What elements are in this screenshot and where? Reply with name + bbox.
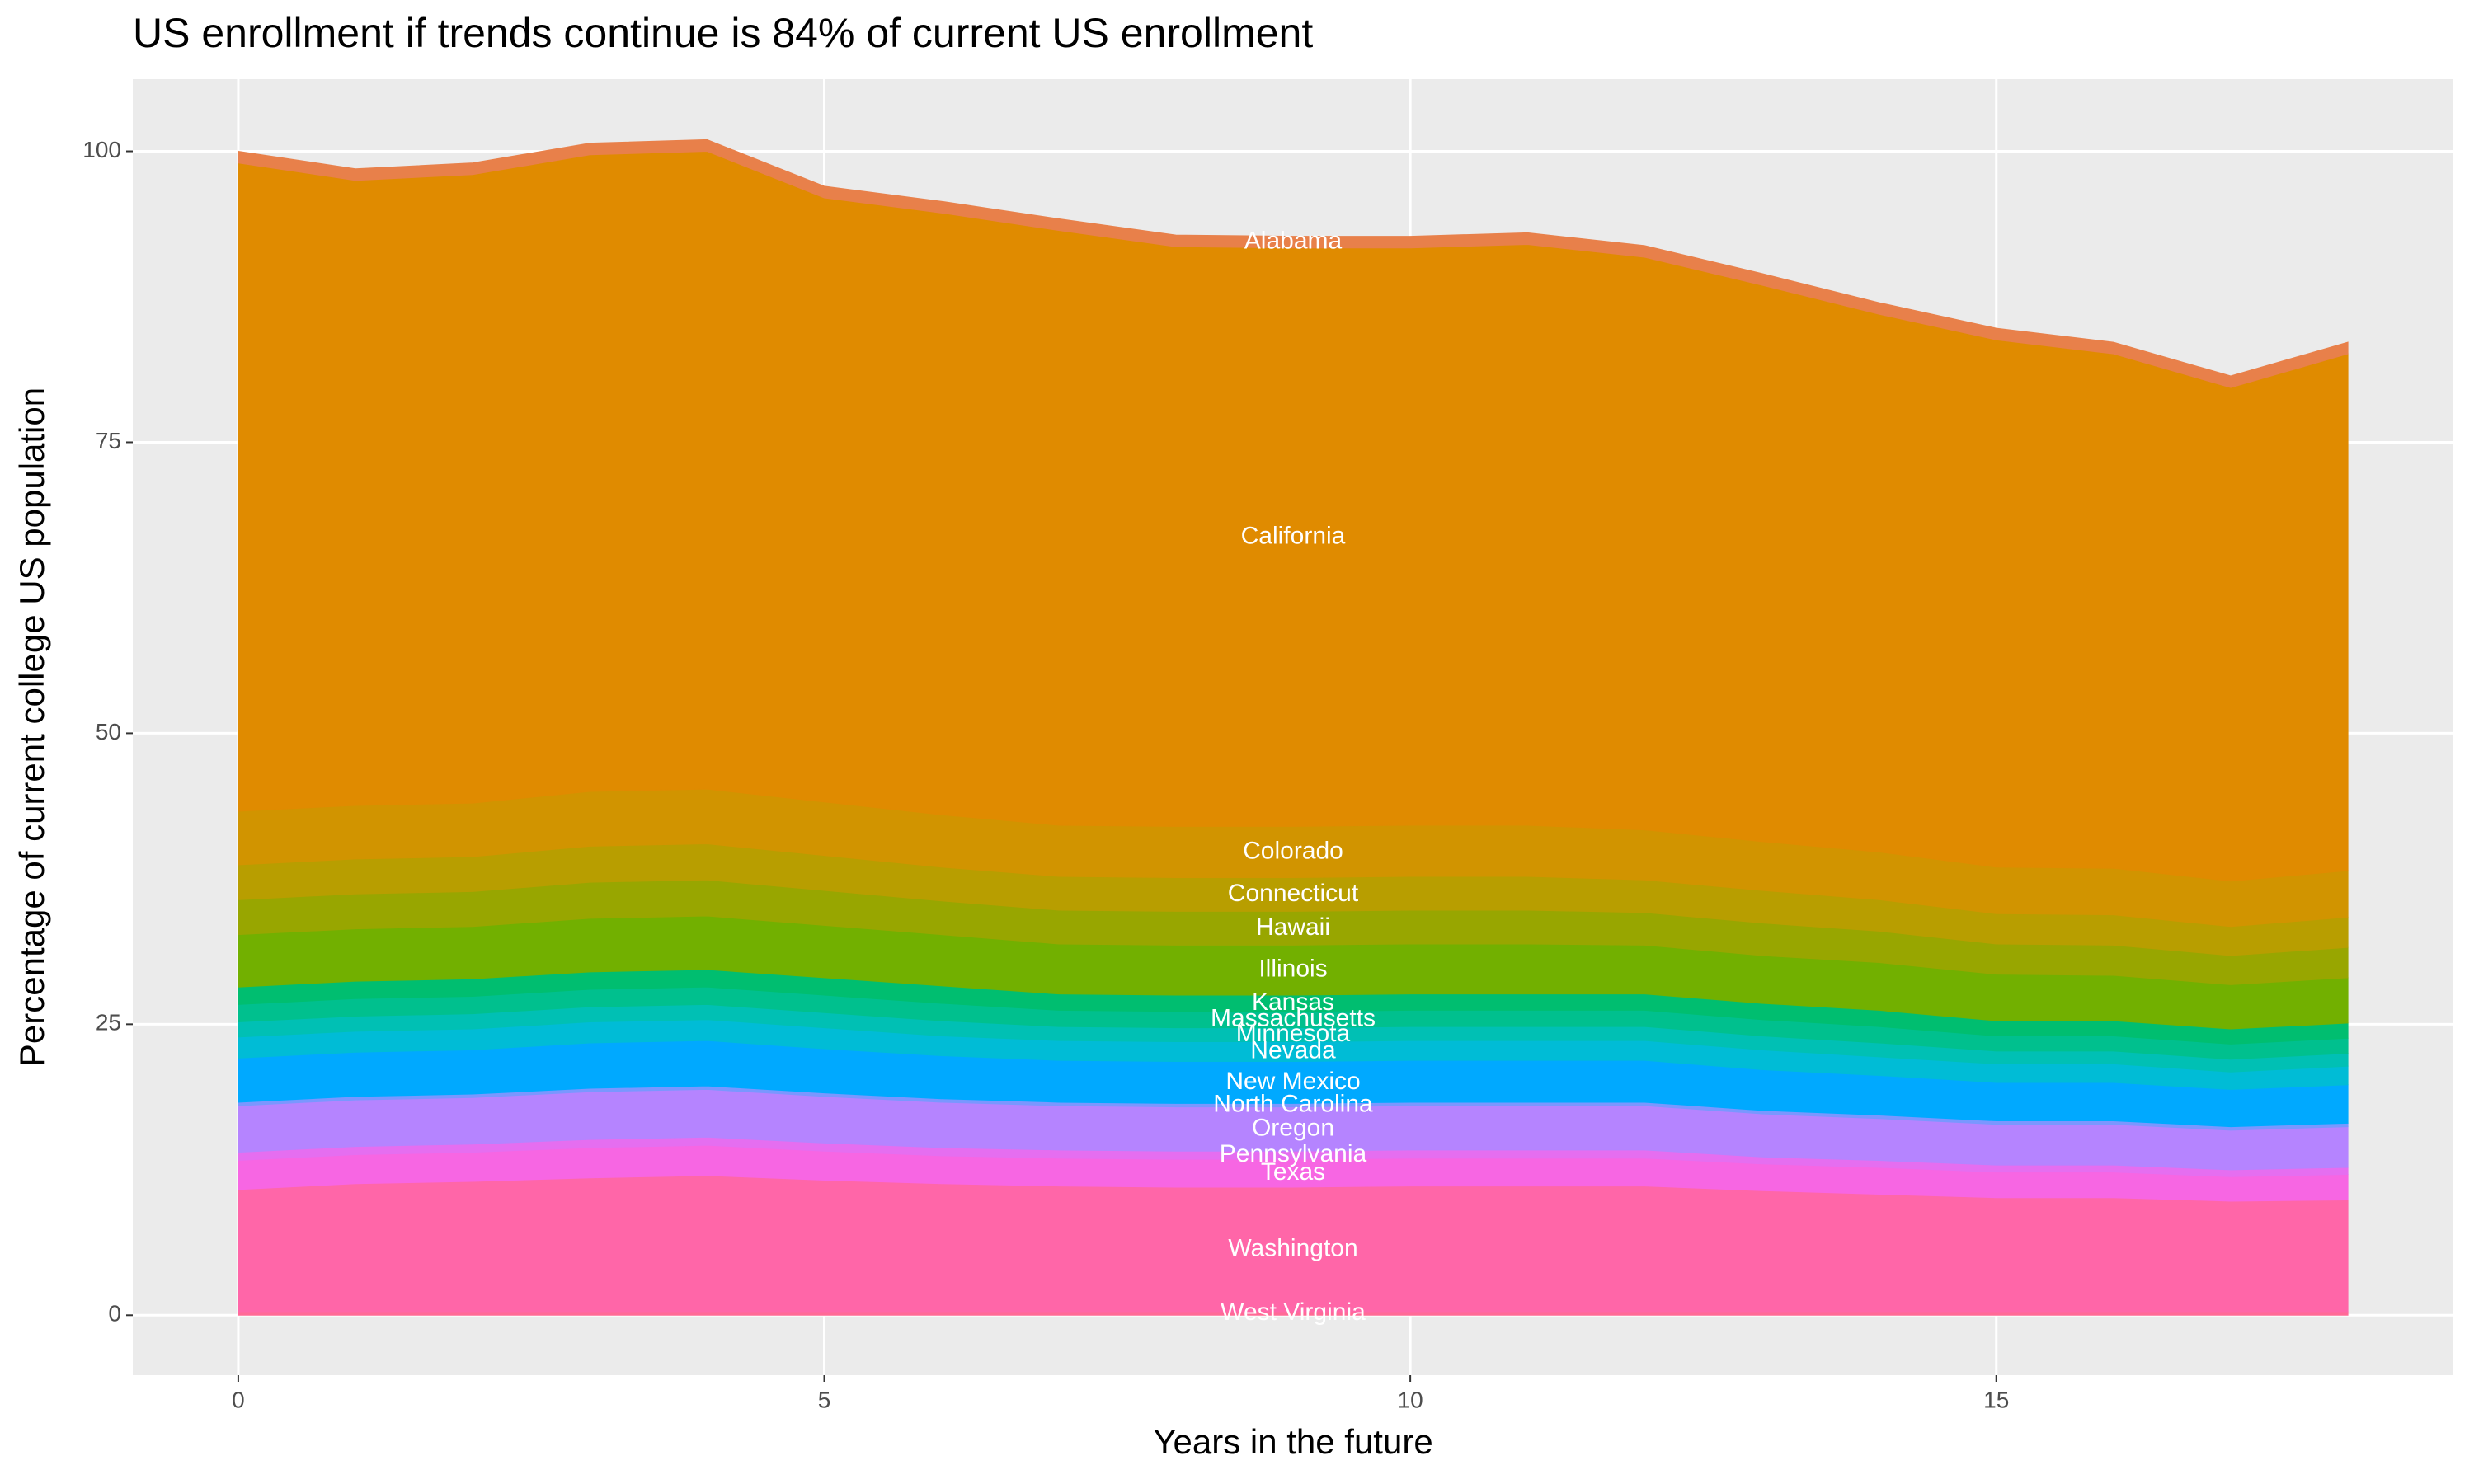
x-tick-label: 15 [1983,1387,2009,1412]
area-label: Colorado [1243,837,1343,864]
x-tick-label: 10 [1398,1387,1423,1412]
axes: 0 25 50 75 100 0 5 10 15 [82,137,2009,1412]
area-label: Massachusetts [1211,1005,1376,1032]
area-label: Kansas [1252,989,1334,1016]
x-tick-label: 0 [232,1387,245,1412]
area-label: Illinois [1258,956,1327,983]
area-label: Texas [1261,1158,1325,1186]
area-label: Connecticut [1228,880,1359,907]
areas [238,139,2349,1316]
y-tick-label: 50 [96,719,121,744]
area-label: Alabama [1244,228,1343,255]
area-label: Hawaii [1256,913,1330,941]
y-axis-title: Percentage of current college US populat… [12,387,51,1067]
area-label: West Virginia [1221,1298,1366,1326]
chart-title: US enrollment if trends continue is 84% … [133,10,1313,56]
area-label: Oregon [1252,1114,1334,1141]
area-label: North Carolina [1213,1090,1373,1117]
area-label: New Mexico [1225,1068,1360,1095]
area-labels: West Virginia Washington TexasPennsylvania… [1211,228,1376,1327]
area-label: California [1241,522,1346,549]
y-tick-label: 0 [108,1301,121,1327]
area-label: Washington [1228,1234,1357,1261]
area [238,139,2349,388]
x-tick-label: 5 [818,1387,831,1412]
area-label: Pennsylvania [1220,1140,1367,1167]
x-axis-title: Years in the future [1153,1422,1432,1461]
area-label: Minnesota [1236,1020,1351,1047]
area-label: Nevada [1250,1036,1336,1064]
y-tick-label: 100 [82,137,121,162]
y-tick-label: 25 [96,1010,121,1036]
y-tick-label: 75 [96,428,121,453]
